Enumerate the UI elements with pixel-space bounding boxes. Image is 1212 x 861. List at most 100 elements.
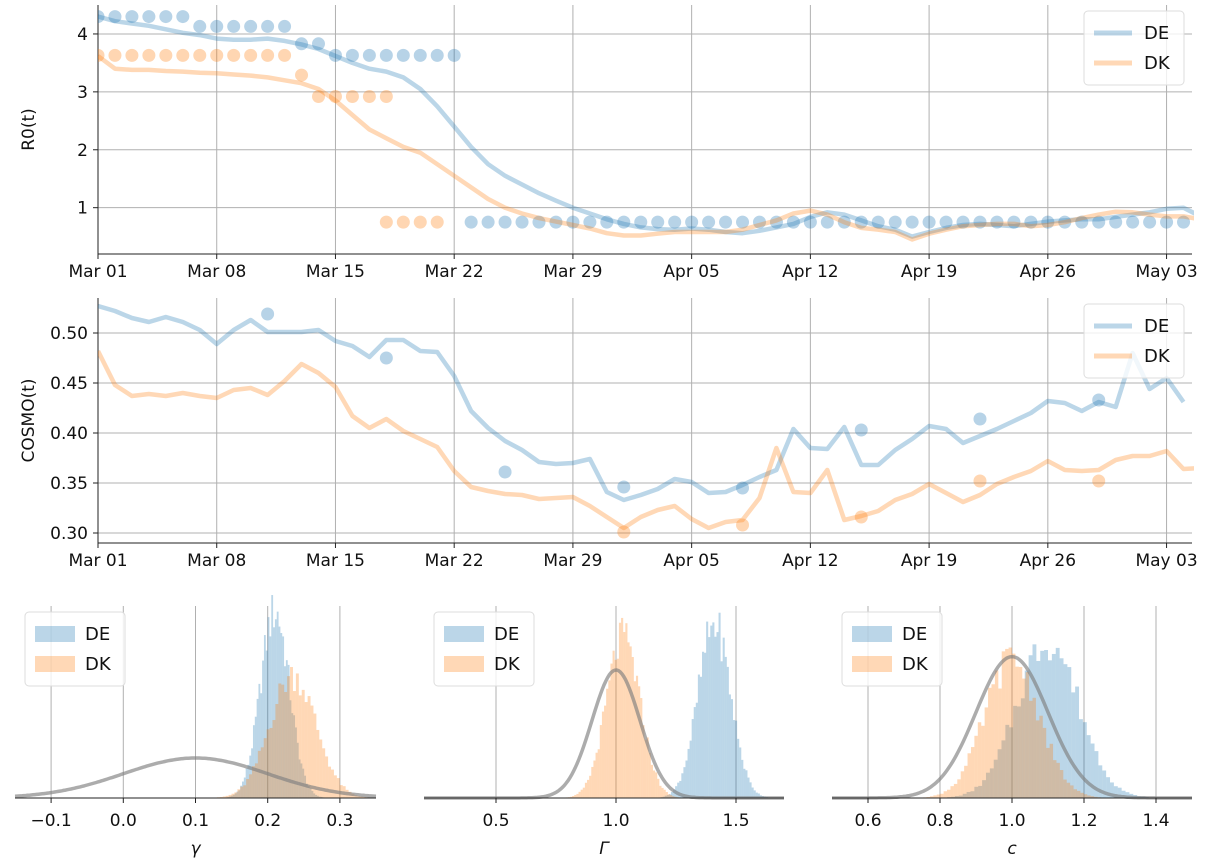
data-point-de (651, 215, 665, 229)
hist-bar-dk (960, 771, 965, 798)
hist-bar-de (1075, 686, 1080, 798)
x-tick-label: 1.0 (998, 811, 1025, 831)
hist-bar-dk (929, 796, 934, 798)
hist-bar-dk (1015, 666, 1019, 798)
hist-bar-dk (313, 713, 317, 798)
data-point-de (227, 19, 241, 33)
hist-bar-de (307, 786, 310, 798)
hist-bar-de (306, 783, 308, 798)
hist-bar-dk (950, 786, 954, 798)
hist-bar-de (687, 748, 690, 798)
hist-bar-de (733, 720, 736, 798)
x-tick-label: Apr 12 (782, 262, 838, 282)
hist-bar-de (722, 637, 725, 798)
data-point-de (837, 215, 851, 229)
data-point-de (1126, 215, 1140, 229)
data-point-de (176, 10, 190, 24)
hist-bar-de (231, 795, 233, 798)
data-point-de (922, 215, 936, 229)
hist-bar-de (287, 664, 290, 798)
hist-bar-dk (621, 617, 624, 798)
hist-bar-dk (957, 779, 961, 798)
hist-bar-dk (287, 676, 291, 798)
hist-bar-de (735, 720, 738, 798)
data-point-de (1109, 215, 1123, 229)
hist-bar-de (1032, 644, 1037, 798)
x-tick-label: 0.3 (326, 811, 353, 831)
hist-bar-dk (657, 778, 660, 798)
hist-bar-de (679, 780, 682, 798)
hist-bar-dk (1046, 747, 1050, 798)
hist-bar-de (737, 738, 740, 798)
hist-bar-de (1055, 647, 1060, 798)
x-tick-label: Mar 01 (68, 551, 127, 571)
hist-bar-dk (652, 770, 656, 798)
hist-bar-dk (237, 789, 241, 798)
data-point-de (617, 480, 631, 494)
data-point-dk (736, 518, 750, 532)
hist-bar-dk (618, 622, 622, 798)
hist-bar-de (997, 749, 1002, 798)
panel-Gamma: 0.5 1.0 1.5 Γ DE DK (424, 606, 784, 859)
hist-bar-dk (576, 793, 579, 798)
hist-bar-de (966, 791, 971, 798)
data-point-dk (125, 48, 139, 62)
hist-bar-dk (614, 659, 617, 798)
hist-bar-dk (328, 766, 332, 798)
hist-bar-dk (977, 722, 982, 798)
x-tick-label: 1.2 (1070, 811, 1097, 831)
hist-bar-de (293, 715, 296, 798)
hist-bar-de (693, 707, 696, 798)
series-line-dk (98, 349, 1194, 531)
hist-bar-dk (222, 796, 226, 798)
data-point-de (871, 215, 885, 229)
data-point-de (973, 412, 987, 426)
hist-bar-dk (933, 795, 937, 798)
data-point-de (98, 10, 105, 24)
hist-bar-de (1082, 722, 1087, 798)
x-tick-label: Mar 22 (425, 551, 484, 571)
hist-bar-dk (1094, 796, 1098, 798)
legend-swatch-dk (852, 656, 892, 672)
hist-bar-dk (648, 752, 651, 798)
hist-bar-dk (674, 796, 677, 798)
legend: DE DK (841, 611, 943, 687)
x-tick-label: Mar 15 (306, 551, 365, 571)
legend-frame (1083, 10, 1185, 86)
hist-bar-dk (333, 775, 337, 798)
data-point-de (719, 215, 733, 229)
hist-bar-de (252, 725, 255, 798)
data-point-dk (98, 48, 105, 62)
data-point-de (142, 10, 156, 24)
hist-bar-de (730, 699, 734, 798)
hist-bar-de (240, 785, 242, 798)
data-point-de (447, 48, 461, 62)
data-point-de (532, 215, 546, 229)
hist-bar-de (710, 625, 713, 798)
hist-bar-de (720, 661, 723, 798)
hist-bar-de (1059, 658, 1064, 798)
hist-bar-dk (646, 737, 649, 798)
hist-bar-dk (601, 711, 605, 798)
data-point-de (261, 19, 275, 33)
data-point-dk (1092, 474, 1106, 488)
hist-bar-dk (604, 705, 607, 798)
hist-bar-de (243, 777, 246, 798)
hist-bar-dk (655, 772, 658, 798)
prior-curve (14, 756, 377, 798)
hist-bar-de (232, 794, 235, 798)
hist-bar-dk (599, 725, 602, 798)
hist-bar-de (1024, 670, 1029, 798)
hist-bar-de (229, 796, 232, 798)
hist-bar-de (247, 764, 250, 798)
data-point-dk (973, 474, 987, 488)
data-point-de (752, 215, 766, 229)
hist-bar-de (662, 796, 665, 798)
data-point-dk (311, 89, 325, 103)
hist-bar-de (714, 636, 717, 798)
hist-bar-de (677, 782, 680, 798)
hist-bar-dk (991, 684, 995, 798)
hist-bar-de (271, 595, 274, 798)
hist-bar-dk (357, 795, 361, 798)
hist-bar-de (284, 666, 286, 798)
